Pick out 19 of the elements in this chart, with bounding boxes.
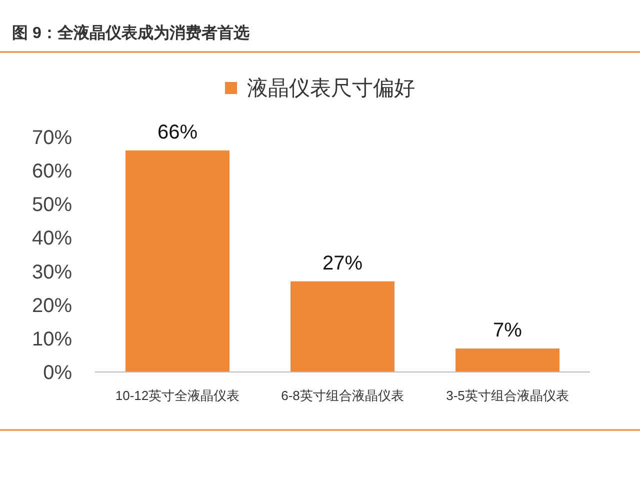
x-tick-label: 3-5英寸组合液晶仪表 <box>446 388 569 403</box>
bar <box>290 281 394 372</box>
bar <box>126 150 230 372</box>
y-tick-label: 30% <box>32 261 72 284</box>
y-tick-label: 70% <box>32 127 72 149</box>
text: 66% <box>157 121 198 144</box>
x-tick-label: 10-12英寸全液晶仪表 <box>115 388 240 403</box>
bar <box>456 348 560 372</box>
y-tick-label: 60% <box>32 160 72 183</box>
legend-label: 液晶仪表尺寸偏好 <box>247 77 415 100</box>
chart-title: 图 9：全液晶仪表成为消费者首选 <box>12 24 250 42</box>
y-tick-label: 0% <box>43 362 72 384</box>
x-tick-label: 6-8英寸组合液晶仪表 <box>281 388 404 403</box>
y-tick-label: 40% <box>32 228 72 250</box>
y-tick-label: 10% <box>32 328 72 350</box>
text: 27% <box>322 252 363 274</box>
text: 7% <box>493 320 522 342</box>
y-tick-label: 20% <box>32 294 72 317</box>
y-tick-label: 50% <box>32 194 72 216</box>
